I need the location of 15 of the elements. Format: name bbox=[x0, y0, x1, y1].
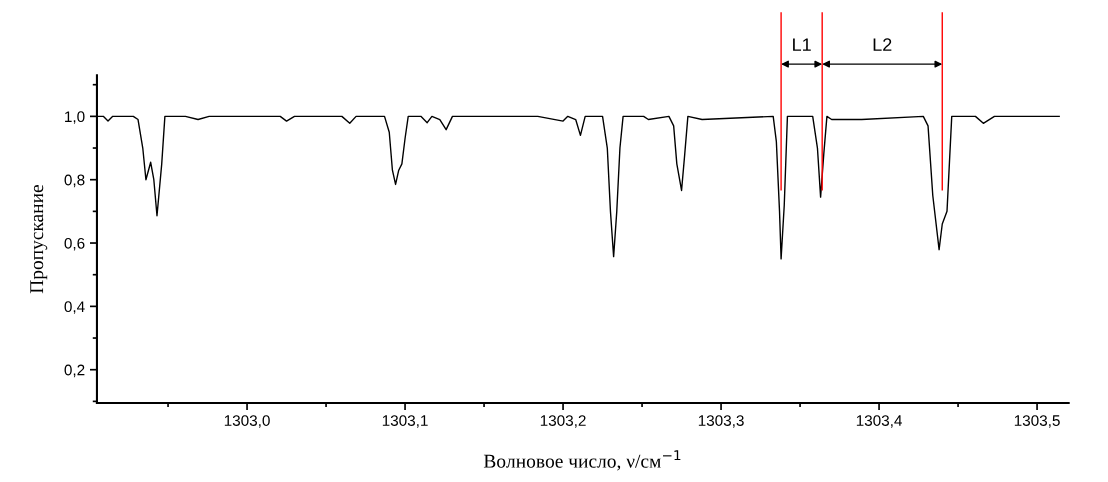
x-axis-title: Волновое число, ν/см$^{−1}$ bbox=[483, 450, 681, 471]
y-tick-label: 1,0 bbox=[65, 111, 85, 124]
x-tick-label: 1303,3 bbox=[698, 415, 744, 428]
y-tick-label: 0,4 bbox=[64, 301, 85, 314]
y-tick-label: 0,8 bbox=[64, 174, 85, 188]
x-tick-label: 1303,4 bbox=[856, 415, 902, 428]
x-tick-label: 1303,0 bbox=[224, 415, 270, 428]
x-tick-label: 1303,2 bbox=[540, 415, 586, 428]
x-tick-label: 1303,1 bbox=[382, 415, 428, 428]
y-tick-label: 0,2 bbox=[64, 364, 85, 378]
y-axis-title: Пропускание bbox=[30, 185, 48, 294]
x-tick-label: 1303,5 bbox=[1014, 415, 1060, 428]
y-tick-label: 0,6 bbox=[64, 237, 85, 251]
text: L1 bbox=[793, 38, 811, 51]
text: L2 bbox=[873, 38, 892, 51]
